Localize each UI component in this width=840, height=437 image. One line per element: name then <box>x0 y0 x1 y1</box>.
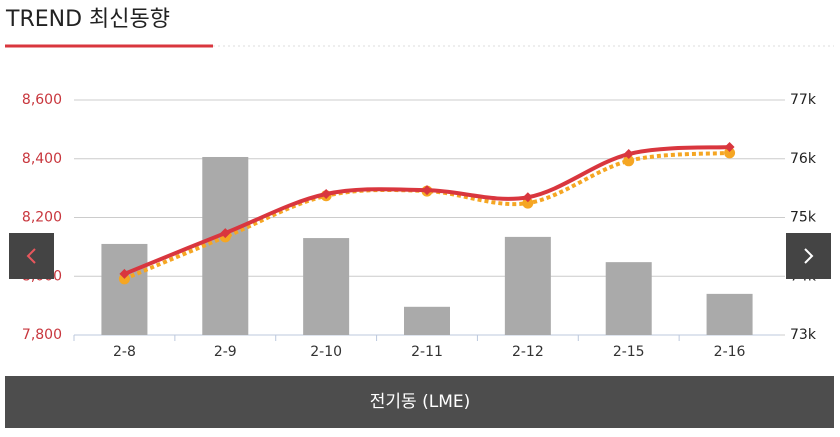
x-tick-label: 2-11 <box>411 344 443 360</box>
y-tick-label: 8,400 <box>22 151 62 167</box>
y-tick-label: 8,200 <box>22 210 62 226</box>
bar <box>605 262 652 335</box>
next-arrow[interactable] <box>804 248 814 264</box>
bar <box>706 293 753 335</box>
prev-button-bg[interactable] <box>9 233 54 279</box>
point <box>321 189 332 199</box>
footer-label: 전기동 (LME) <box>370 392 470 412</box>
point <box>422 185 432 196</box>
page-title: TREND 최신동향 <box>5 7 170 32</box>
point <box>623 155 635 167</box>
point <box>623 149 634 160</box>
x-tick-label: 2-10 <box>310 344 342 360</box>
y2-tick-label: 76k <box>790 151 817 167</box>
point <box>119 268 130 279</box>
point <box>220 228 231 239</box>
point <box>724 147 736 159</box>
footer-bar <box>5 376 834 428</box>
point <box>522 197 534 209</box>
bar <box>504 236 551 335</box>
x-tick-label: 2-15 <box>613 344 645 360</box>
x-tick-label: 2-12 <box>512 344 544 360</box>
point <box>724 142 735 152</box>
next-button-bg[interactable] <box>786 233 831 279</box>
plot: 7,8008,0008,2008,4008,60073k74k75k76k77k… <box>22 92 817 360</box>
x-tick-label: 2-8 <box>113 344 136 360</box>
bar <box>404 306 450 335</box>
x-tick-label: 2-9 <box>214 344 237 360</box>
y-tick-label: 8,600 <box>22 92 62 108</box>
y2-tick-label: 75k <box>790 210 817 226</box>
prev-button[interactable] <box>9 233 54 279</box>
bar <box>202 156 249 335</box>
point <box>522 192 533 203</box>
prev-arrow[interactable] <box>26 248 36 264</box>
bar <box>101 243 148 335</box>
x-tick-label: 2-16 <box>714 344 746 360</box>
y2-tick-label: 77k <box>790 92 817 108</box>
y2-tick-label: 73k <box>790 327 817 343</box>
y-tick-label: 7,800 <box>22 327 62 343</box>
bar <box>303 238 350 335</box>
next-button[interactable] <box>786 233 831 279</box>
